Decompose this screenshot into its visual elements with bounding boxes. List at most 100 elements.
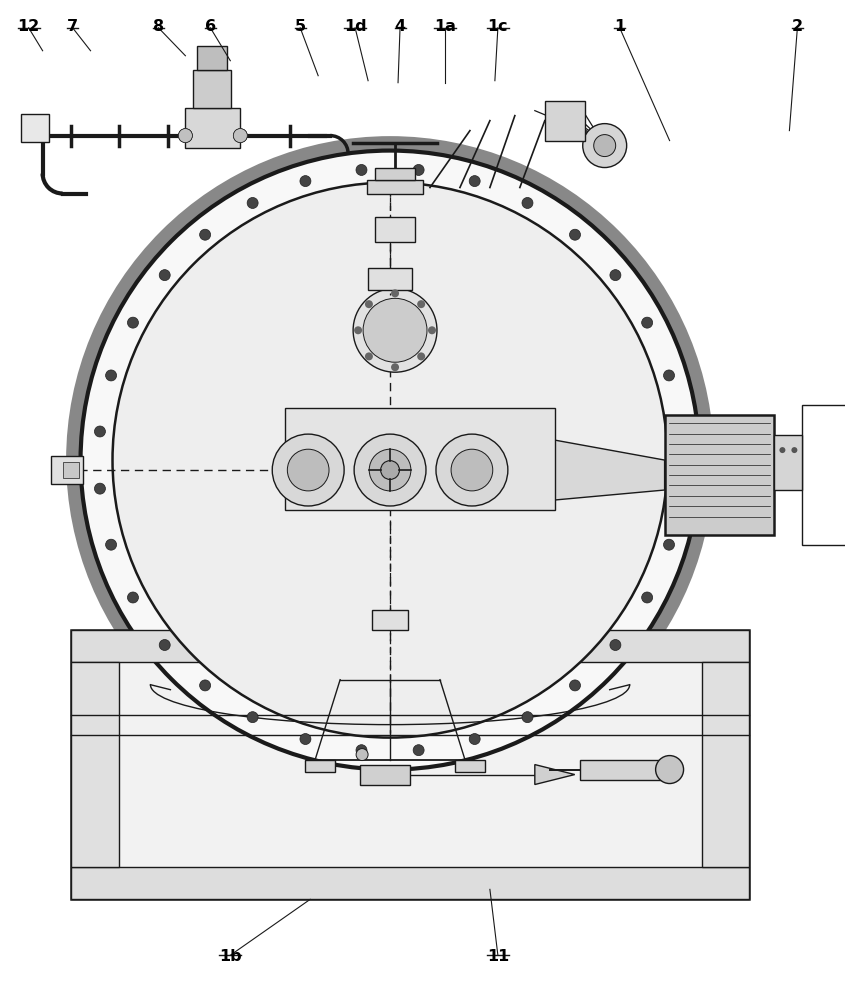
Circle shape (200, 229, 211, 240)
Circle shape (128, 317, 139, 328)
Circle shape (353, 288, 437, 372)
Bar (20, 114, 48, 142)
Circle shape (179, 129, 192, 143)
Circle shape (610, 640, 621, 650)
Circle shape (363, 298, 427, 362)
Circle shape (300, 734, 311, 745)
Circle shape (247, 712, 258, 723)
Text: 2: 2 (792, 19, 803, 34)
Circle shape (436, 434, 508, 506)
Bar (367, 180, 423, 194)
Circle shape (95, 426, 106, 437)
Bar (774, 435, 802, 490)
Circle shape (522, 197, 533, 208)
Text: 4: 4 (394, 19, 405, 34)
Circle shape (470, 176, 481, 187)
Bar (375, 217, 415, 242)
Bar (545, 101, 585, 141)
Bar (70, 630, 750, 899)
Circle shape (272, 434, 344, 506)
Circle shape (641, 317, 652, 328)
Circle shape (356, 164, 367, 175)
Circle shape (179, 129, 192, 143)
Circle shape (233, 129, 247, 143)
Circle shape (779, 447, 785, 453)
Bar (372, 610, 408, 630)
Text: 5: 5 (294, 19, 305, 34)
Bar (360, 765, 410, 785)
Circle shape (200, 680, 211, 691)
Bar (70, 630, 750, 662)
Circle shape (391, 289, 399, 297)
Bar (580, 760, 669, 780)
Circle shape (233, 129, 247, 143)
Text: 7: 7 (67, 19, 78, 34)
Text: 1: 1 (614, 19, 625, 34)
Circle shape (641, 592, 652, 603)
Text: 12: 12 (18, 19, 40, 34)
Circle shape (113, 183, 667, 738)
Circle shape (522, 712, 533, 723)
Circle shape (569, 229, 580, 240)
Circle shape (413, 745, 424, 756)
Circle shape (663, 370, 674, 381)
Circle shape (413, 164, 424, 175)
Bar (70, 662, 118, 867)
Circle shape (451, 449, 492, 491)
Polygon shape (535, 765, 574, 785)
Bar (701, 662, 750, 867)
Circle shape (663, 539, 674, 550)
Circle shape (159, 270, 170, 281)
Bar (185, 108, 240, 148)
Bar (375, 168, 415, 180)
Text: 1d: 1d (343, 19, 366, 34)
Bar (194, 70, 231, 108)
Circle shape (583, 124, 627, 168)
Circle shape (106, 539, 117, 550)
Circle shape (369, 449, 411, 491)
Bar (368, 268, 412, 290)
Polygon shape (555, 440, 665, 500)
Circle shape (417, 352, 426, 360)
Circle shape (365, 300, 373, 308)
Circle shape (674, 483, 685, 494)
Text: 1c: 1c (487, 19, 508, 34)
Bar (455, 760, 485, 772)
Circle shape (391, 363, 399, 371)
Circle shape (95, 483, 106, 494)
Bar (63, 462, 79, 478)
Bar (51, 456, 83, 484)
Circle shape (288, 449, 329, 491)
Circle shape (470, 734, 481, 745)
Circle shape (610, 270, 621, 281)
Bar (197, 46, 228, 70)
Circle shape (354, 434, 426, 506)
Circle shape (159, 640, 170, 650)
Circle shape (656, 756, 684, 784)
Bar (802, 405, 846, 545)
Circle shape (356, 745, 367, 756)
Circle shape (106, 370, 117, 381)
Circle shape (569, 680, 580, 691)
Text: 1a: 1a (434, 19, 456, 34)
Text: 11: 11 (486, 949, 509, 964)
Circle shape (428, 326, 436, 334)
Circle shape (300, 176, 311, 187)
Text: 8: 8 (153, 19, 164, 34)
Bar (285, 408, 555, 510)
Bar (70, 867, 750, 899)
Circle shape (674, 426, 685, 437)
Circle shape (417, 300, 426, 308)
Circle shape (791, 447, 798, 453)
Circle shape (356, 749, 368, 761)
Bar (665, 415, 774, 535)
Circle shape (365, 352, 373, 360)
Circle shape (381, 461, 399, 479)
Circle shape (354, 326, 362, 334)
Bar (305, 760, 335, 772)
Text: 1b: 1b (219, 949, 242, 964)
Text: 6: 6 (205, 19, 216, 34)
Circle shape (128, 592, 139, 603)
Circle shape (247, 197, 258, 208)
Circle shape (80, 151, 700, 770)
